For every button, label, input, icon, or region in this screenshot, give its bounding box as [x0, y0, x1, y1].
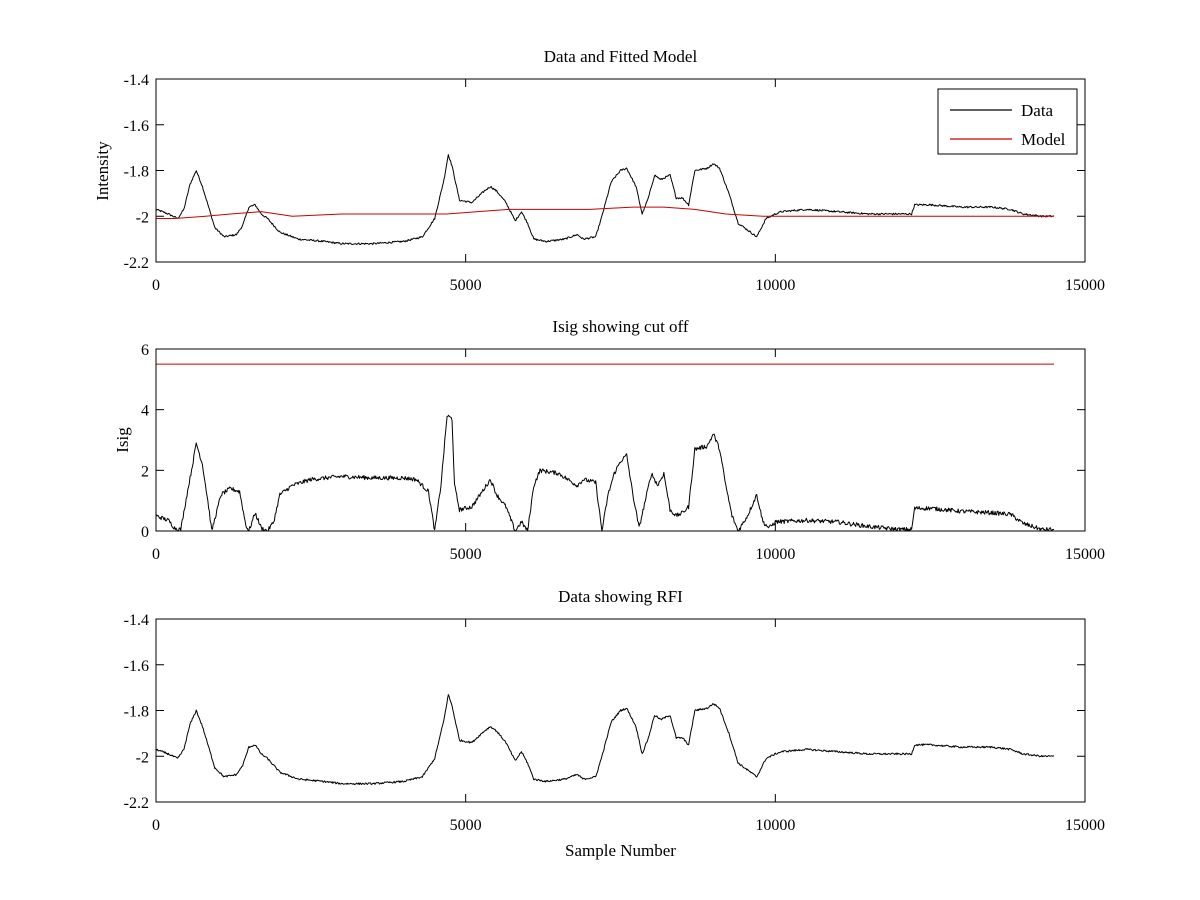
y-tick-label: 2: [141, 463, 149, 480]
x-tick-label: 15000: [1065, 817, 1105, 834]
x-tick-label: 5000: [450, 277, 482, 294]
y-tick-label: -1.8: [124, 164, 149, 181]
x-tick-label: 10000: [755, 277, 795, 294]
intensity-model-panel: Data and Fitted Model Intensity 0 5000 100…: [93, 47, 1105, 294]
series-line-model: [156, 206, 1055, 220]
x-tick-label: 15000: [1065, 277, 1105, 294]
panel-title: Isig showing cut off: [552, 317, 688, 336]
y-tick-label: -1.6: [124, 118, 149, 135]
legend: Data Model: [937, 88, 1078, 155]
x-tick-label: 10000: [755, 817, 795, 834]
x-axis-label: Sample Number: [565, 841, 676, 860]
x-tick-label: 5000: [450, 546, 482, 563]
rfi-data-panel: Data showing RFI Sample Number 0 5000 1000…: [124, 587, 1105, 860]
y-axis-label: Isig: [113, 427, 132, 453]
y-tick-label: 4: [141, 403, 149, 420]
legend-entry-model: Model: [1021, 130, 1066, 149]
x-tick-label: 15000: [1065, 546, 1105, 563]
y-tick-label: -2: [136, 209, 149, 226]
y-tick-label: -2.2: [124, 795, 149, 812]
panel-title: Data and Fitted Model: [544, 47, 698, 66]
axes-frame: [155, 348, 1086, 532]
series-line-0: [155, 414, 1055, 532]
y-axis-label: Intensity: [93, 141, 112, 201]
y-tick-label: -1.4: [124, 72, 149, 89]
isig-panel: Isig showing cut off Isig 0 5000 10000 1500…: [113, 317, 1105, 563]
y-tick-label: -1.6: [124, 658, 149, 675]
series-group: [155, 694, 1055, 786]
panel-title: Data showing RFI: [558, 587, 683, 606]
y-tick-label: 0: [141, 524, 149, 541]
legend-box: [937, 88, 1078, 155]
y-tick-label: -2.2: [124, 255, 149, 272]
legend-entry-data: Data: [1021, 101, 1054, 120]
y-tick-label: 6: [141, 342, 149, 359]
y-tick-label: -1.4: [124, 612, 149, 629]
y-tick-label: -2: [136, 749, 149, 766]
series-line-0: [155, 694, 1055, 786]
x-tick-label: 0: [152, 546, 160, 563]
series-group: [155, 154, 1055, 246]
x-tick-label: 0: [152, 277, 160, 294]
y-tick-label: -1.8: [124, 704, 149, 721]
x-tick-label: 0: [152, 817, 160, 834]
series-line-data: [155, 154, 1055, 246]
x-tick-label: 5000: [450, 817, 482, 834]
series-group: [155, 363, 1055, 532]
x-tick-label: 10000: [755, 546, 795, 563]
